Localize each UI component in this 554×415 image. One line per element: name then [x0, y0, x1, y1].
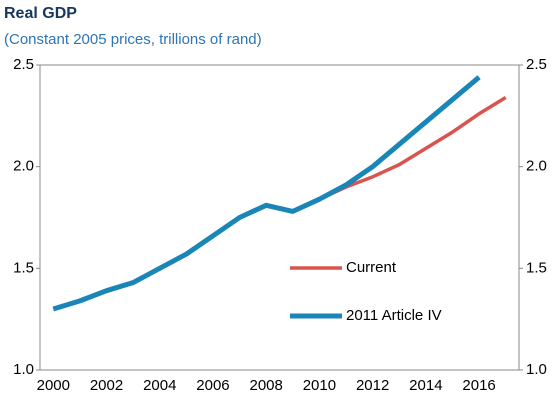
x-tick-label: 2014 — [409, 377, 442, 394]
series-line — [52, 75, 481, 312]
y-tick-label: 2.5 — [13, 56, 34, 73]
legend-label: Current — [346, 259, 397, 276]
x-tick-label: 2002 — [90, 377, 123, 394]
legend-label: 2011 Article IV — [346, 307, 442, 324]
x-tick-label: 2012 — [356, 377, 389, 394]
x-tick-label: 2000 — [37, 377, 70, 394]
y-tick-label: 1.0 — [13, 361, 34, 378]
y2-tick-label: 1.0 — [526, 361, 547, 378]
y2-tick-label: 2.0 — [526, 158, 547, 175]
plot-frame — [39, 64, 520, 371]
x-tick-label: 2008 — [250, 377, 283, 394]
x-tick-label: 2004 — [143, 377, 176, 394]
y-tick-label: 2.0 — [13, 158, 34, 175]
series-line — [52, 96, 507, 311]
x-tick-label: 2006 — [196, 377, 229, 394]
y2-tick-label: 1.5 — [526, 259, 547, 276]
y-tick-label: 1.5 — [13, 259, 34, 276]
chart-subtitle: (Constant 2005 prices, trillions of rand… — [4, 31, 262, 48]
x-tick-label: 2010 — [303, 377, 336, 394]
x-tick-label: 2016 — [462, 377, 495, 394]
y2-tick-label: 2.5 — [526, 56, 547, 73]
chart-title: Real GDP — [4, 5, 77, 22]
